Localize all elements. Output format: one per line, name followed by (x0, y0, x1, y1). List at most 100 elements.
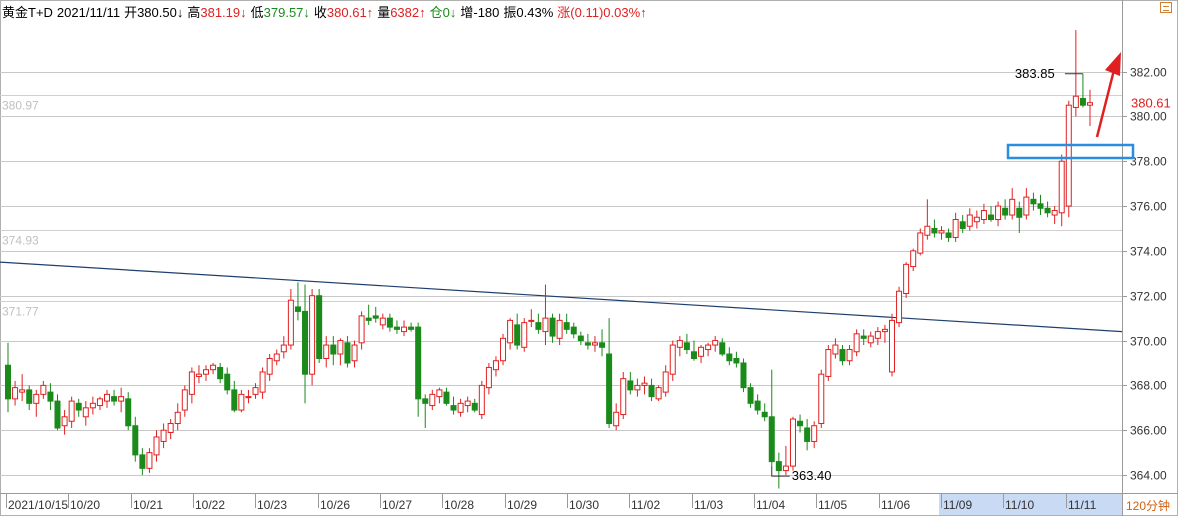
candle-up (153, 436, 160, 456)
candle-up (287, 299, 294, 346)
candle-up (174, 411, 181, 425)
candle-down (648, 384, 655, 398)
candle-down (804, 427, 811, 442)
x-tick-label: 11/09 (943, 498, 972, 512)
candle-down (959, 221, 966, 229)
x-tick-label: 10/30 (569, 498, 599, 512)
candle-up (655, 387, 662, 400)
low-field: 低379.57↓ (251, 5, 310, 20)
high-label: 高 (187, 5, 201, 20)
candle-up (485, 366, 492, 389)
candle-up (521, 322, 528, 348)
x-tick-label: 11/11 (1068, 498, 1097, 512)
candle-down (683, 342, 690, 351)
candle-up (337, 340, 344, 355)
x-tick-label: 10/27 (382, 498, 412, 512)
open-field: 开380.50↓ (124, 5, 183, 20)
candle-down (5, 364, 11, 400)
candle-down (443, 391, 450, 404)
ref-level-label: 371.77 (2, 305, 39, 319)
candle-up (1051, 210, 1058, 216)
candle-down (740, 362, 747, 389)
candle-down (415, 326, 422, 400)
candle-up (1009, 198, 1016, 216)
candle-up (188, 371, 195, 395)
candle-down (26, 389, 33, 404)
open-value: 380.50↓ (137, 5, 184, 20)
candle-up (1087, 102, 1093, 106)
candle-up (952, 219, 959, 238)
candle-up (888, 319, 895, 373)
candle-up (924, 225, 931, 236)
candle-up (259, 371, 266, 393)
candle-up (881, 328, 888, 333)
candle-up (832, 344, 839, 355)
candle-up (252, 387, 259, 395)
x-tick-label: 11/03 (694, 498, 723, 512)
candle-up (358, 315, 365, 344)
candle-down (132, 425, 139, 456)
close-value: 380.61↑ (326, 5, 374, 20)
candle-down (690, 351, 697, 359)
candle-up (464, 400, 471, 407)
candle-down (111, 396, 118, 402)
candle-down (386, 317, 393, 328)
candle-up (867, 335, 874, 344)
candle-down (775, 461, 782, 472)
highlight-box (1006, 143, 1135, 160)
candle-down (570, 326, 577, 335)
candle-up (82, 407, 89, 418)
max-price-label: 383.85 (1015, 66, 1055, 81)
y-tick-label: 382.00 (1130, 66, 1167, 80)
candle-up (910, 250, 917, 268)
candle-up (825, 349, 832, 377)
trend-arrow-shaft (1095, 69, 1116, 138)
x-tick-label: 10/22 (195, 498, 225, 512)
position-field: 仓0↓ (430, 5, 457, 20)
candle-up (980, 210, 987, 221)
candle-up (280, 344, 287, 353)
candle-up (874, 331, 881, 339)
panel-toggle-icon[interactable] (1160, 2, 1172, 13)
candle-down (754, 400, 761, 411)
candle-up (818, 373, 825, 425)
candle-up (789, 418, 796, 467)
y-tick-label: 366.00 (1130, 424, 1167, 438)
candle-up (89, 402, 96, 409)
candle-down (471, 402, 478, 411)
candle-up (507, 319, 514, 344)
candle-up (61, 416, 68, 427)
trend-arrow-head (1105, 52, 1121, 76)
candle-up (118, 396, 125, 402)
candle-down (75, 402, 82, 411)
candle-up (1072, 95, 1079, 108)
candle-up (620, 378, 627, 416)
candle-down (393, 326, 400, 330)
candle-up (160, 429, 167, 442)
candle-down (535, 322, 542, 330)
candle-up (995, 205, 1002, 221)
candle-up (478, 384, 485, 416)
symbol-name: 黄金T+D (2, 5, 53, 20)
position-value: 0↓ (442, 5, 457, 20)
candle-down (231, 389, 238, 411)
y-tick-label: 380.00 (1130, 110, 1167, 124)
candle-down (987, 214, 994, 221)
candle-down (330, 344, 337, 355)
candle-up (33, 393, 40, 404)
candle-up (938, 230, 945, 234)
x-tick-label: 2021/10/15 (8, 498, 68, 512)
candle-down (726, 353, 733, 362)
change-value: (0.11)0.03%↑ (570, 5, 647, 20)
candle-up (662, 371, 669, 393)
candle-down (549, 317, 556, 337)
candle-down (719, 342, 726, 355)
candle-up (181, 389, 188, 411)
candle-down (584, 342, 591, 346)
candle-up (676, 340, 683, 348)
candle-down (768, 416, 775, 463)
candle-up (457, 402, 464, 413)
change-label: 涨 (557, 5, 571, 20)
candle-down (606, 353, 613, 425)
y-tick-label: 376.00 (1130, 200, 1167, 214)
